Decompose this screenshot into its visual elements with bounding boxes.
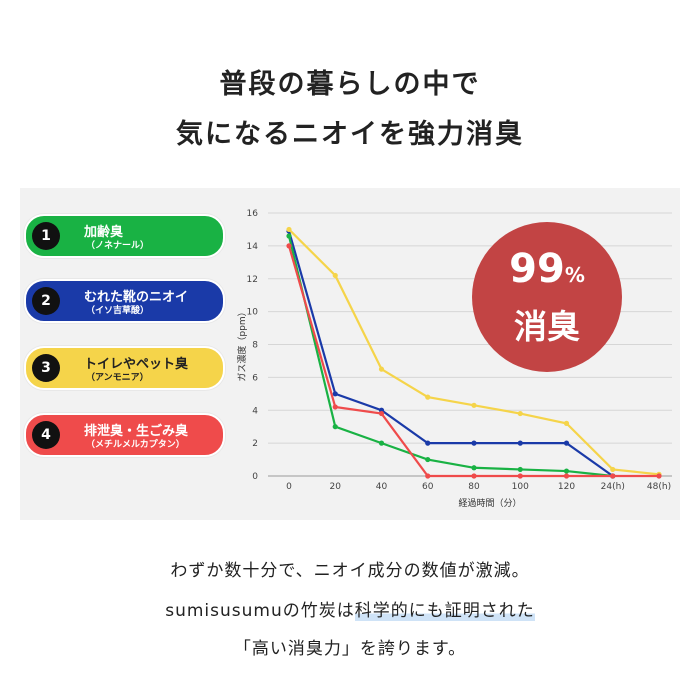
legend-sublabel: （アンモニア） bbox=[86, 373, 149, 383]
body-line-2-prefix: sumisusumuの竹炭は bbox=[165, 601, 355, 621]
y-tick-label: 0 bbox=[252, 472, 258, 482]
legend-sublabel: （イソ吉草酸） bbox=[86, 306, 150, 316]
y-tick-label: 10 bbox=[247, 308, 259, 318]
headline-line-1: 普段の暮らしの中で bbox=[219, 69, 481, 100]
data-point bbox=[378, 410, 385, 417]
y-tick-label: 14 bbox=[247, 242, 259, 252]
data-point bbox=[378, 440, 385, 446]
x-tick-label: 60 bbox=[422, 482, 434, 492]
legend-label: トイレやペット臭 bbox=[84, 357, 189, 372]
y-axis-label: ガス濃度（ppm） bbox=[236, 307, 248, 381]
data-point bbox=[563, 473, 570, 479]
legend-number-badge: 1 bbox=[32, 222, 60, 250]
data-point bbox=[425, 456, 431, 463]
body-line-1: わずか数十分で、ニオイ成分の数値が激減。 bbox=[170, 561, 530, 581]
data-point bbox=[517, 440, 523, 446]
data-point bbox=[517, 410, 523, 417]
data-point bbox=[378, 366, 385, 372]
x-tick-label: 100 bbox=[512, 482, 529, 492]
deodorize-badge: 99% 消臭 bbox=[472, 222, 622, 372]
series-line-1 bbox=[287, 230, 614, 477]
data-point bbox=[425, 440, 431, 446]
legend-number-badge: 2 bbox=[32, 287, 60, 315]
y-tick-label: 8 bbox=[252, 341, 258, 351]
legend-label: 排泄臭・生ごみ臭 bbox=[84, 424, 189, 439]
legend-sublabel: （ノネナール） bbox=[86, 241, 150, 251]
x-tick-label: 48(h) bbox=[647, 482, 671, 492]
legend-number-badge: 4 bbox=[32, 421, 60, 449]
x-tick-label: 120 bbox=[558, 482, 575, 492]
data-point bbox=[656, 473, 662, 479]
y-tick-label: 6 bbox=[252, 373, 258, 383]
headline-line-2: 気になるニオイを強力消臭 bbox=[176, 119, 524, 150]
y-tick-label: 2 bbox=[252, 439, 258, 449]
data-point bbox=[471, 402, 477, 408]
legend-number-badge: 3 bbox=[32, 354, 60, 382]
data-point bbox=[286, 233, 292, 239]
legend-item-3: 3 トイレやペット臭 （アンモニア） bbox=[24, 346, 225, 390]
x-tick-label: 0 bbox=[286, 482, 292, 492]
data-point bbox=[286, 243, 292, 249]
y-tick-label: 4 bbox=[252, 406, 258, 416]
x-axis-label: 経過時間（分） bbox=[458, 497, 521, 509]
badge-word: 消臭 bbox=[514, 307, 580, 346]
data-point bbox=[563, 420, 570, 426]
y-tick-label: 16 bbox=[247, 209, 259, 219]
data-point bbox=[517, 473, 523, 479]
x-tick-label: 20 bbox=[330, 482, 342, 492]
body-line-2-highlight: 科学的にも証明された bbox=[354, 601, 535, 621]
data-point bbox=[332, 424, 338, 430]
data-point bbox=[610, 466, 616, 473]
data-point bbox=[425, 394, 431, 400]
data-point bbox=[332, 272, 338, 279]
x-tick-label: 40 bbox=[376, 482, 388, 492]
legend-label: 加齢臭 bbox=[84, 225, 124, 240]
y-tick-label: 12 bbox=[247, 275, 258, 285]
data-point bbox=[610, 473, 616, 479]
legend-item-1: 1 加齢臭 （ノネナール） bbox=[24, 214, 225, 258]
series-line-3 bbox=[287, 235, 613, 478]
body-line-2: sumisusumuの竹炭は科学的にも証明された bbox=[0, 596, 700, 621]
data-point bbox=[471, 473, 477, 479]
data-point bbox=[425, 473, 431, 479]
x-tick-label: 24(h) bbox=[601, 482, 625, 492]
data-point bbox=[332, 391, 338, 397]
data-point bbox=[563, 440, 570, 446]
data-point bbox=[563, 468, 570, 474]
x-tick-label: 80 bbox=[468, 482, 480, 492]
badge-percent: 99% bbox=[509, 246, 585, 292]
legend-item-4: 4 排泄臭・生ごみ臭 （メチルメルカプタン） bbox=[24, 413, 225, 457]
legend-label: むれた靴のニオイ bbox=[84, 290, 189, 305]
legend-item-2: 2 むれた靴のニオイ （イソ吉草酸） bbox=[24, 279, 225, 323]
data-point bbox=[471, 440, 477, 446]
data-point bbox=[332, 404, 338, 410]
data-point bbox=[286, 226, 292, 233]
data-point bbox=[471, 465, 477, 471]
body-line-3: 「高い消臭力」を誇ります。 bbox=[233, 639, 467, 659]
legend-sublabel: （メチルメルカプタン） bbox=[86, 440, 185, 450]
data-point bbox=[517, 466, 523, 473]
